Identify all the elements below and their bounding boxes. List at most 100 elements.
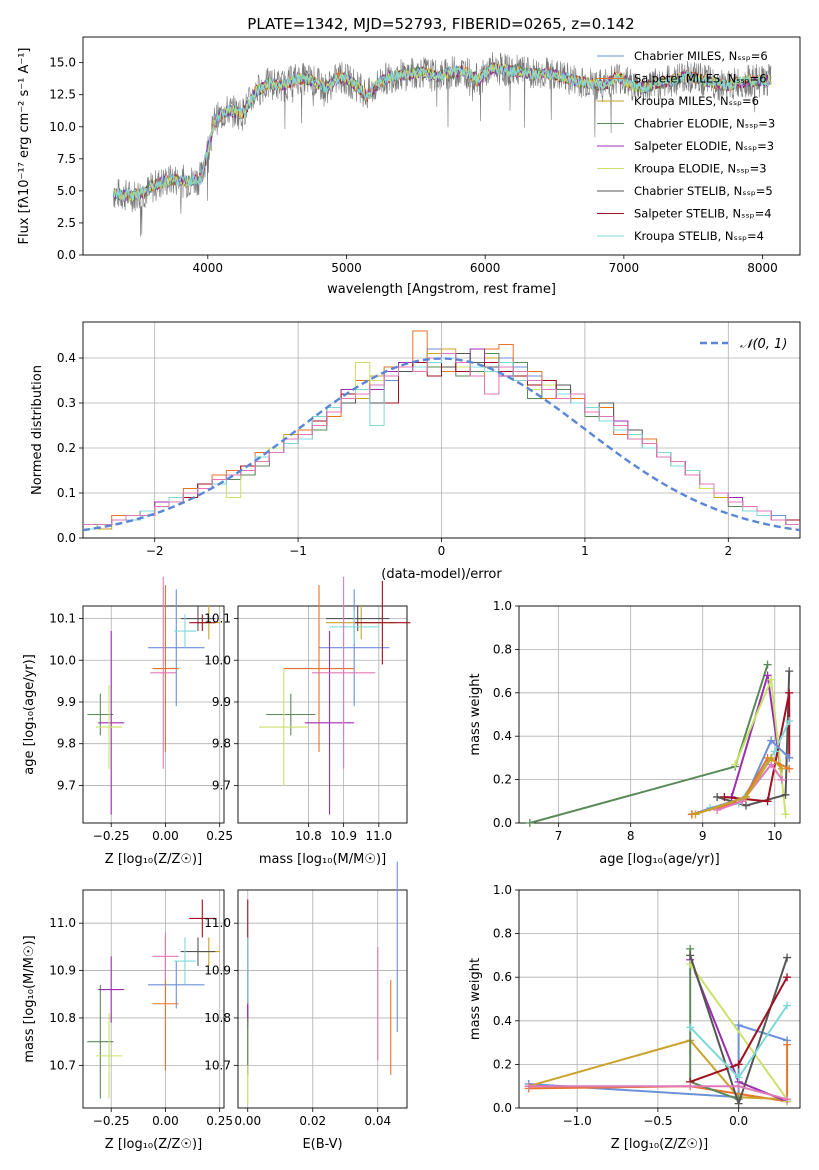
x-tick-label: 0.0 [729, 1114, 748, 1128]
x-tick-label: 7 [555, 829, 563, 843]
mass-weight-marker [525, 819, 534, 827]
mass-weight-marker [734, 1099, 743, 1108]
histogram-step-line [83, 353, 800, 525]
x-axis-label: Z [log₁₀(Z/Z☉)] [105, 1137, 202, 1152]
x-tick-label: −0.25 [93, 829, 130, 843]
y-tick-label: 0.6 [493, 686, 512, 700]
x-tick-label: 0.00 [152, 829, 179, 843]
mass-weight-marker [785, 764, 794, 773]
y-axis-label: mass weight [468, 958, 483, 1040]
x-tick-label: 7000 [609, 261, 640, 275]
mass-weight-marker [763, 671, 772, 680]
mass-weight-marker [785, 753, 794, 762]
mass-weight-marker [781, 790, 790, 799]
x-tick-label: 0 [438, 544, 446, 558]
y-tick-label: 0.4 [57, 351, 76, 365]
x-tick-label: −0.5 [643, 1114, 672, 1128]
EBV-mass-axes: 0.00 0.02 0.04 10.7 10.8 10.9 11.0 [204, 889, 408, 1128]
spectrum-model-line [113, 64, 772, 202]
y-tick-label: 9.7 [212, 778, 231, 792]
mass-weight-line [695, 756, 783, 816]
Z-mass-axes: −0.25 0.00 0.25 10.7 10.8 10.9 11.0 [49, 889, 233, 1128]
legend-entry: Chabrier MILES, Nₛₛₚ=6 [634, 49, 768, 63]
x-tick-label: 2 [724, 544, 732, 558]
x-tick-label: 5000 [331, 261, 362, 275]
mass-weight-marker [686, 1082, 695, 1091]
y-tick-label: 0.2 [493, 773, 512, 787]
mass-weight-marker [785, 667, 794, 676]
y-tick-label: 0.8 [493, 927, 512, 941]
y-tick-label: 1.0 [493, 883, 512, 897]
legend-entry: Salpeter MILES, Nₛₛₚ=6 [634, 72, 767, 86]
y-tick-label: 10.9 [204, 964, 231, 978]
x-axis-label: mass [log₁₀(M/M☉)] [259, 852, 386, 867]
legend-entry: Chabrier STELIB, Nₛₛₚ=5 [634, 184, 773, 198]
Z-massweight-frame [518, 889, 801, 1109]
x-tick-label: 0.25 [206, 829, 233, 843]
mass-weight-marker [734, 1082, 743, 1091]
y-tick-label: 9.9 [57, 695, 76, 709]
y-tick-label: 10.0 [49, 653, 76, 667]
mass-weight-marker [734, 1060, 743, 1069]
y-tick-label: 10.1 [49, 612, 76, 626]
mass-weight-marker [783, 1001, 792, 1010]
mass-weight-marker [741, 792, 750, 801]
mass-weight-marker [785, 688, 794, 697]
Z-mass-frame [82, 889, 225, 1109]
y-tick-label: 0.6 [493, 970, 512, 984]
mass-weight-marker [741, 801, 750, 810]
y-tick-label: 0.2 [57, 441, 76, 455]
spectrum-legend: Chabrier MILES, Nₛₛₚ=6 Salpeter MILES, Nₛ… [597, 49, 775, 243]
mass-weight-marker [734, 1073, 743, 1082]
x-tick-label: 1 [581, 544, 589, 558]
normal-distribution-curve [83, 357, 800, 532]
y-tick-label: 10.0 [49, 120, 76, 134]
x-tick-label: −0.25 [93, 1114, 130, 1128]
y-axis-label: Normed distribution [30, 365, 45, 495]
mass-age-frame [237, 605, 408, 824]
mass-weight-marker [720, 792, 729, 801]
y-tick-label: 0.0 [57, 531, 76, 545]
y-tick-label: 11.0 [49, 916, 76, 930]
mass-weight-marker [777, 764, 786, 773]
x-axis-label: Z [log₁₀(Z/Z☉)] [611, 1137, 708, 1152]
y-tick-label: 2.5 [57, 216, 76, 230]
y-tick-label: 0.2 [493, 1057, 512, 1071]
mass-weight-line [689, 948, 739, 1101]
mass-weight-marker [713, 792, 722, 801]
mass-weight-marker [783, 1095, 792, 1104]
Z-age-points [87, 576, 220, 815]
legend-entry: Salpeter STELIB, Nₛₛₚ=4 [634, 207, 772, 221]
Z-mass-points [87, 899, 220, 1099]
mass-age-axes: 10.8 10.9 11.0 9.7 9.8 9.9 10.0 10.1 [204, 605, 408, 843]
y-tick-label: 15.0 [49, 56, 76, 70]
x-tick-label: 9 [699, 829, 707, 843]
mass-weight-marker [524, 1082, 533, 1091]
x-axis-label: age [log₁₀(age/yr)] [599, 852, 720, 867]
x-tick-label: −1.0 [563, 1114, 592, 1128]
y-axis-label: mass weight [468, 673, 483, 755]
x-tick-label: 6000 [470, 261, 501, 275]
y-axis-label: Flux [fλ10⁻¹⁷ erg cm⁻² s⁻¹ A⁻¹] [17, 48, 32, 245]
y-axis-label: age [log₁₀(age/yr)] [22, 654, 37, 775]
y-tick-label: 0.4 [493, 1014, 512, 1028]
y-tick-label: 12.5 [49, 88, 76, 102]
x-tick-label: 10 [767, 829, 782, 843]
mass-weight-marker [686, 951, 695, 960]
y-tick-label: 5.0 [57, 184, 76, 198]
legend-entry: Kroupa ELODIE, Nₛₛₚ=3 [634, 162, 767, 176]
age-massweight-frame [518, 605, 801, 824]
x-tick-label: 8000 [747, 261, 778, 275]
EBV-mass-points [247, 861, 398, 1104]
x-tick-label: 0.04 [364, 1114, 391, 1128]
x-tick-label: 8 [627, 829, 635, 843]
x-axis-label: Z [log₁₀(Z/Z☉)] [105, 852, 202, 867]
mass-weight-marker [783, 1040, 792, 1049]
y-tick-label: 9.9 [212, 695, 231, 709]
x-tick-label: −1 [289, 544, 307, 558]
x-tick-label: 0.25 [206, 1114, 233, 1128]
y-tick-label: 7.5 [57, 152, 76, 166]
x-tick-label: 10.9 [330, 829, 357, 843]
y-tick-label: 10.0 [204, 653, 231, 667]
